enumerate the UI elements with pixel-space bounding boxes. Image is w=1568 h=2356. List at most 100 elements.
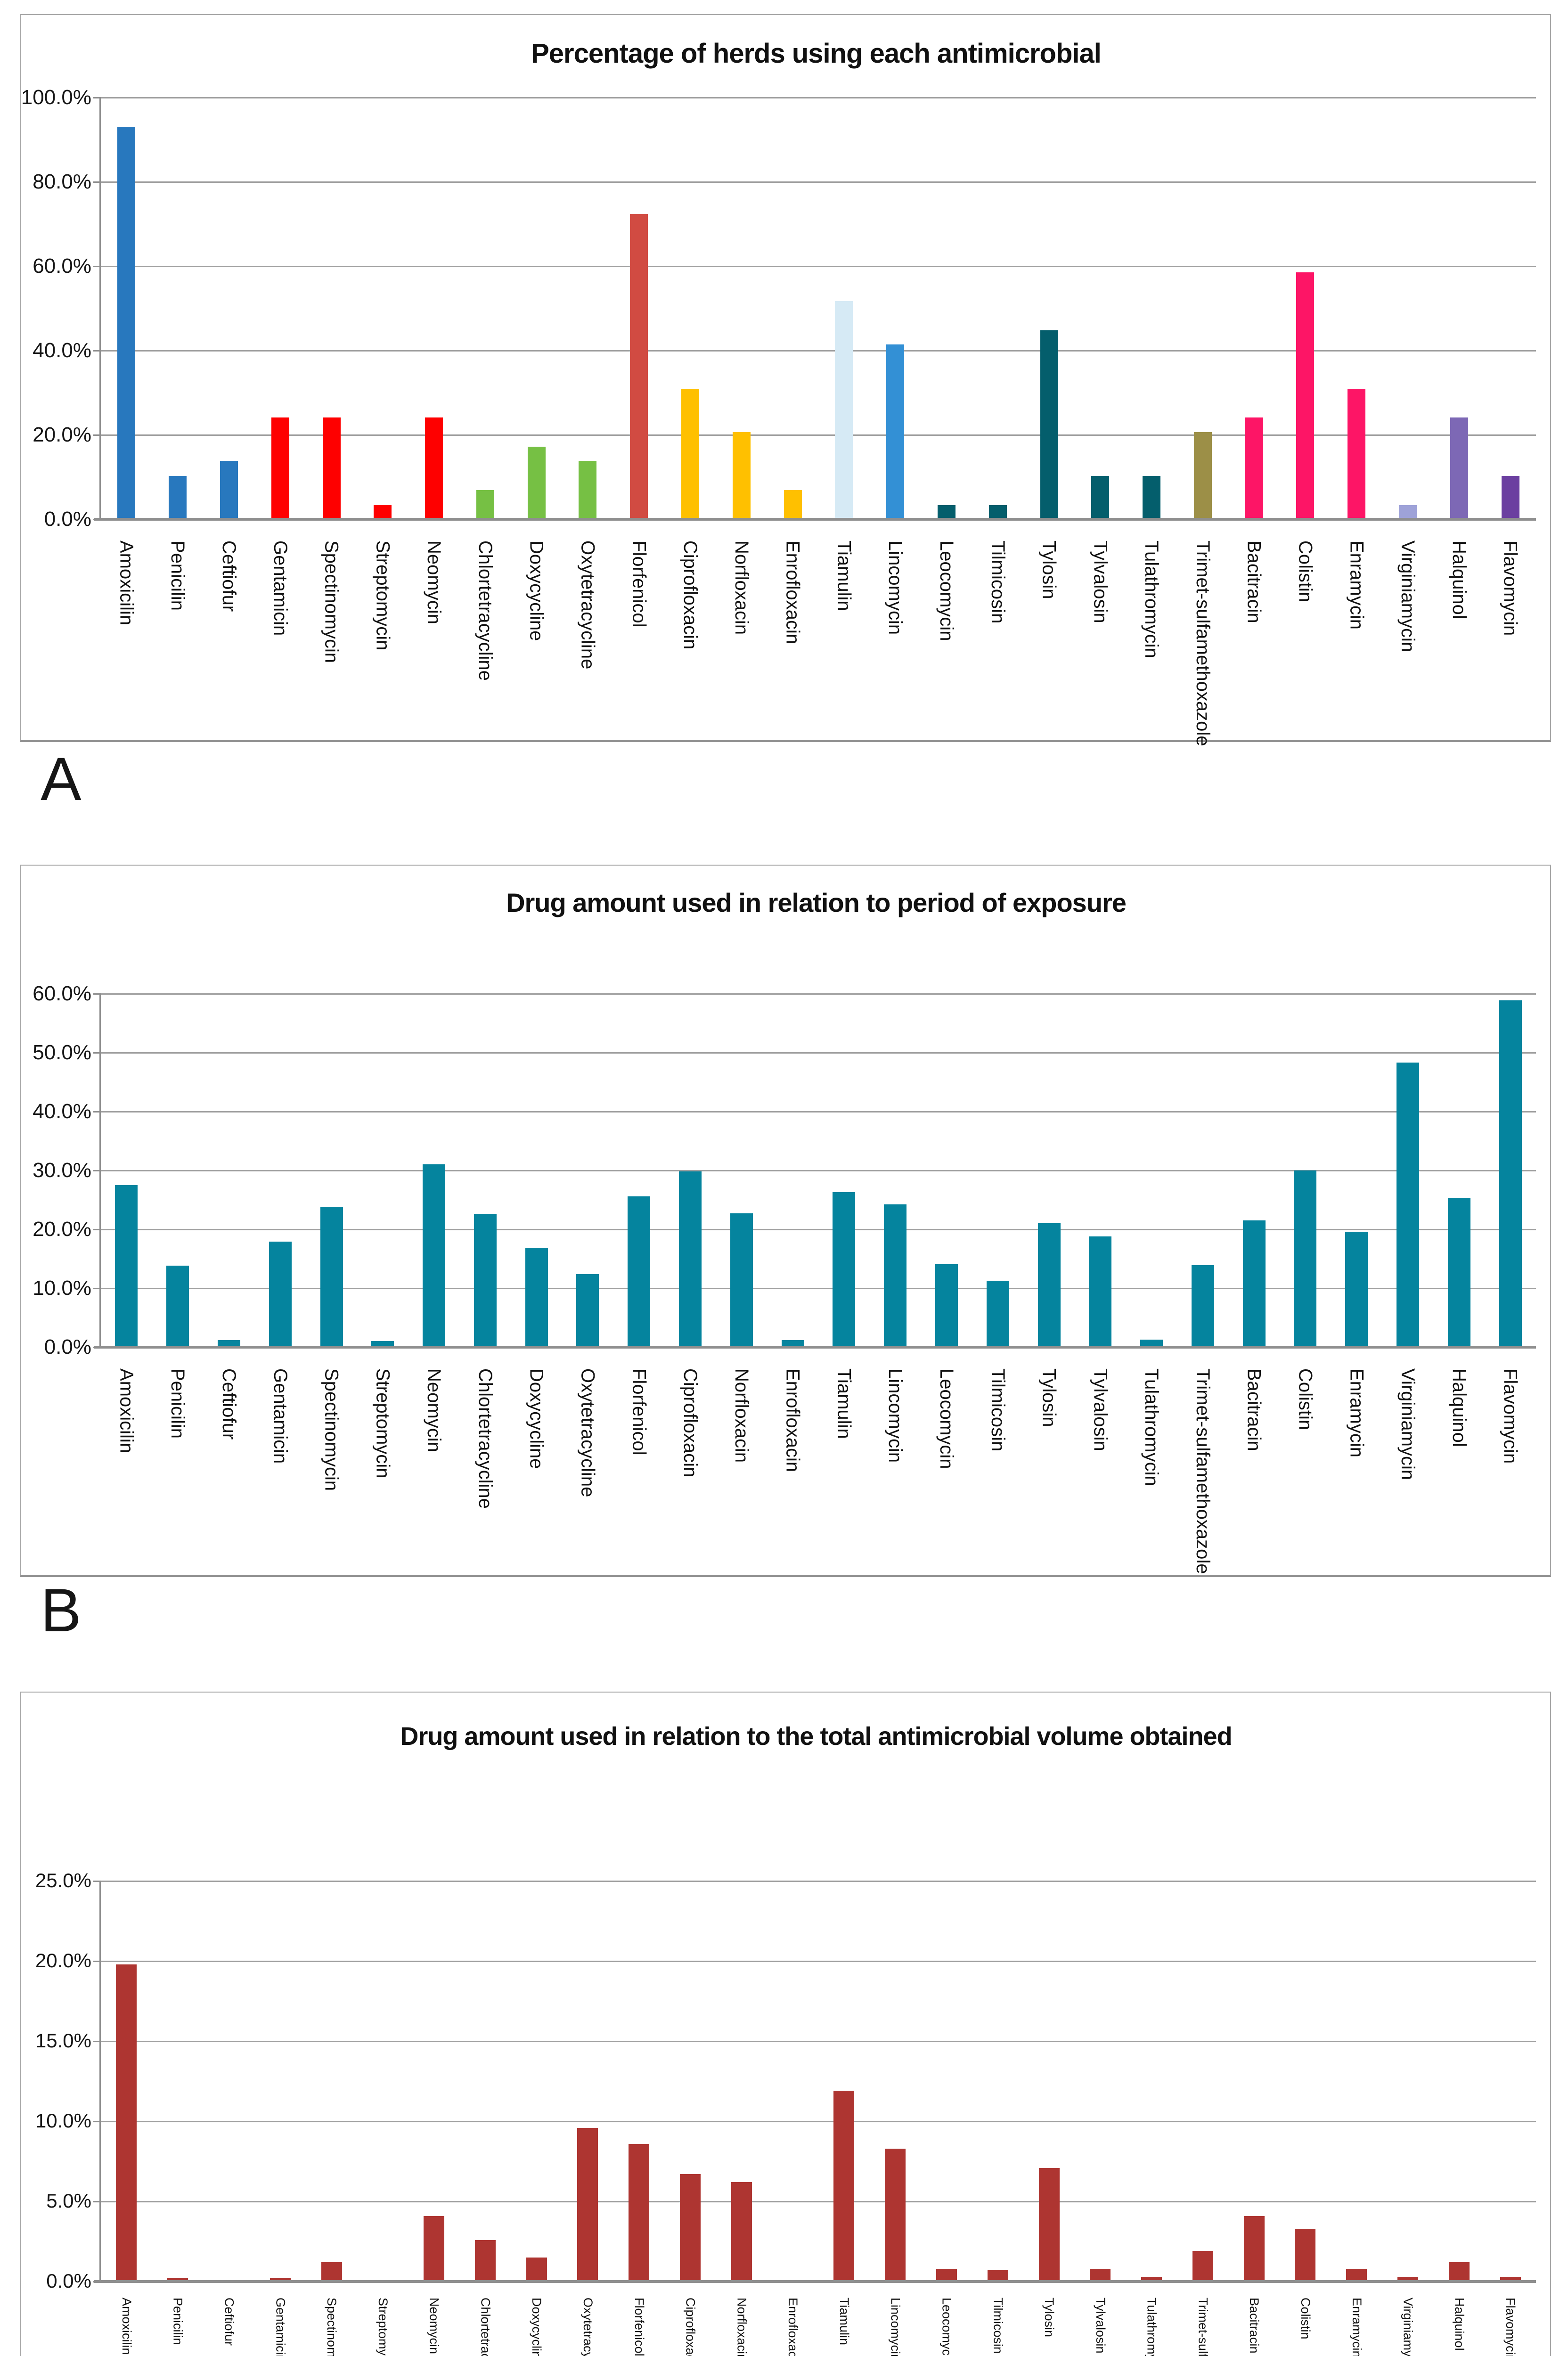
y-axis-tick [93,181,101,183]
gridline-10.0% [101,2121,1536,2122]
x-axis-label-norfloxacin: Norfloxacin [731,1368,752,1463]
x-axis-label-penicilin: Penicilin [171,2298,185,2345]
x-axis-label-ceftiofur: Ceftiofur [218,540,239,612]
x-axis-label-colistin: Colistin [1298,2298,1313,2340]
x-axis-label-ceftiofur: Ceftiofur [218,1368,239,1440]
y-axis-label-40.0%: 40.0% [33,1100,91,1123]
chart-a-title: Percentage of herds using each antimicro… [531,38,1102,69]
x-axis-label-norfloxacin: Norfloxacin [735,2298,749,2356]
x-axis-label-tylvalosin: Tylvalosin [1093,2298,1108,2354]
bar-trimet-sulfamethoxazole [1191,1265,1214,1347]
x-axis-label-amoxicilin: Amoxicilin [116,540,137,626]
bar-amoxicilin [117,127,136,519]
bar-ciprofloxacin [680,2174,701,2282]
bar-gentamicin [271,417,289,519]
gridline-5.0% [101,2201,1536,2202]
y-axis-tick [93,2041,101,2042]
x-axis-label-tylvalosin: Tylvalosin [1090,540,1111,623]
x-axis-label-trimet-sulfamethoxazole: Trimet-sulfamethoxazole [1192,1368,1213,1574]
bar-streptomycin [371,1341,394,1347]
x-axis-label-streptomycin: Streptomycin [372,1368,393,1479]
bar-florfenicol [630,214,648,519]
x-axis-label-florfenicol: Florfenicol [629,540,650,628]
x-axis-label-ciprofloxacin: Ciprofloxacin [680,1368,701,1478]
chart-a-plot-area: 0.0% 20.0% 40.0% 60.0% 80.0% 100.0% Amoxicilin… [21,87,1536,746]
bar-lincomycin [884,1204,907,1347]
bar-oxytetracycline [577,2128,598,2282]
bar-lincomycin [885,2149,906,2282]
bar-trimet-sulfamethoxazole [1192,2251,1213,2282]
y-axis-tick [93,1961,101,1962]
x-axis-label-leocomycin: Leocomycin [939,2298,954,2356]
gridline-60.0% [101,266,1536,267]
bar-bacitracin [1245,417,1263,519]
x-axis-label-doxycycline: Doxycycline [526,1368,547,1469]
x-axis-label-colistin: Colistin [1295,540,1316,603]
bar-tulathromycin [1143,476,1161,519]
gridline-40.0% [101,350,1536,352]
y-axis-tick [93,993,101,995]
y-axis-tick [93,350,101,352]
chart-b-plot-area: 0.0% 10.0% 20.0% 30.0% 40.0% 50.0% 60.0% Amoxic… [33,983,1536,1574]
x-axis-label-norfloxacin: Norfloxacin [731,540,752,635]
bar-enramycin [1346,2269,1367,2282]
y-axis-tick [93,1288,101,1289]
bar-tylosin [1040,330,1058,519]
gridline-60.0% [101,993,1536,995]
bar-leocomycin [936,2269,957,2282]
bar-penicilin [166,1266,189,1347]
y-axis-label-10.0%: 10.0% [33,1276,91,1300]
chart-c-plot-area: 0.0% 5.0% 10.0% 15.0% 20.0% 25.0% Amoxicilin Pe… [35,1871,1536,2356]
x-axis-label-tilmicosin: Tilmicosin [987,540,1008,624]
x-axis-label-neomycin: Neomycin [424,1368,445,1452]
x-axis-label-virginiamycin: Virginiamycin [1397,540,1419,653]
bar-tilmicosin [986,1281,1009,1347]
x-axis-label-chlortetracycline: Chlortetracycline [474,540,496,681]
y-axis-line [99,98,101,519]
x-axis-label-neomycin: Neomycin [424,540,445,624]
bar-amoxicilin [115,1185,138,1347]
x-axis-label-gentamicin: Gentamicin [270,1368,291,1464]
y-axis-tick [93,97,101,98]
bar-oxytetracycline [576,1274,599,1347]
bar-flavomycin [1499,1000,1522,1347]
x-axis-label-lincomycin: Lincomycin [885,540,906,635]
bar-tylosin [1037,1223,1061,1347]
bar-chlortetracycline [476,490,494,519]
x-axis-label-oxytetracycline: Oxytetracycline [580,2298,595,2356]
x-axis-label-florfenicol: Florfenicol [629,1368,650,1456]
y-axis-line [99,1881,101,2282]
x-axis-label-tylosin: Tylosin [1038,540,1060,599]
y-axis-label-0.0%: 0.0% [44,1335,91,1358]
bar-enramycin [1345,1232,1368,1347]
bar-norfloxacin [731,2182,752,2282]
x-axis-label-bacitracin: Bacitracin [1243,540,1265,623]
x-axis-label-enrofloxacin: Enrofloxacin [782,540,803,645]
gridline-20.0% [101,434,1536,436]
bar-enrofloxacin [781,1340,804,1347]
x-axis-label-tulathromycin: Tulathromycin [1141,1368,1162,1486]
bar-norfloxacin [732,432,751,519]
x-axis-label-leocomycin: Leocomycin [936,1368,957,1469]
x-axis-label-florfenicol: Florfenicol [632,2298,646,2356]
y-axis-label-40.0%: 40.0% [33,339,91,362]
bar-ceftiofur [220,461,238,519]
x-axis-label-bacitracin: Bacitracin [1247,2298,1262,2354]
bar-virginiamycin [1397,2277,1419,2282]
x-axis-label-halquinol: Halquinol [1448,1368,1470,1447]
y-axis-label-10.0%: 10.0% [35,2110,91,2132]
x-axis-label-enrofloxacin: Enrofloxacin [782,1368,803,1472]
y-axis-label-60.0%: 60.0% [33,254,91,278]
bar-flavomycin [1501,476,1519,519]
panel-label-b: B [41,1576,82,1644]
y-axis-tick [93,266,101,267]
x-axis-label-ciprofloxacin: Ciprofloxacin [680,540,701,650]
x-axis-label-tylvalosin: Tylvalosin [1090,1368,1111,1451]
x-axis-label-flavomycin: Flavomycin [1503,2298,1518,2356]
x-axis-label-gentamicin: Gentamicin [270,540,291,636]
chart-c-title: Drug amount used in relation to the tota… [400,1722,1232,1751]
y-axis-tick [93,1052,101,1054]
bar-amoxicilin [116,1964,137,2282]
bar-tylvalosin [1089,1236,1112,1347]
x-axis-label-gentamicin: Gentamicin [273,2298,288,2356]
